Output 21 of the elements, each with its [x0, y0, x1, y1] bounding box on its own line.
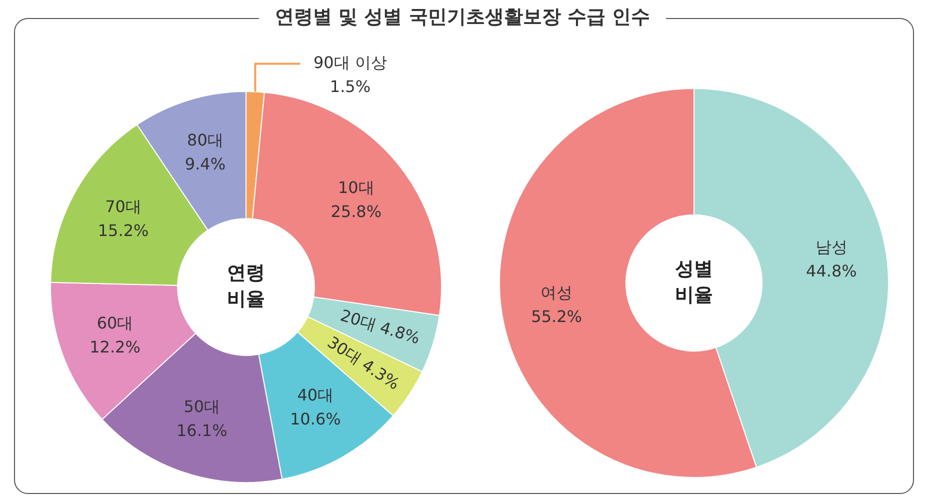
slice-label: 50대 — [184, 396, 220, 416]
slice-label: 남성 — [815, 238, 848, 257]
slice-label: 10대 — [338, 178, 374, 197]
slice-label: 80대 — [187, 130, 224, 150]
data-label: 1.5% — [330, 76, 371, 96]
data-label: 9.4% — [184, 154, 226, 174]
text: 연령 비율 — [227, 262, 265, 310]
chart-title: 연령별 및 성별 국민기초생활보장 수급 인수 — [258, 6, 666, 28]
data-label: 16.1% — [176, 420, 228, 440]
slice-label: 60대 — [96, 313, 134, 332]
slice-label: 여성 — [540, 282, 573, 302]
data-label: 55.2% — [531, 306, 582, 326]
data-label: 12.2% — [90, 337, 140, 356]
slice-label: 70대 — [105, 196, 142, 216]
data-label: 15.2% — [98, 220, 149, 240]
data-label: 10.6% — [290, 410, 341, 429]
data-label: 25.8% — [330, 202, 382, 221]
slice-label: 90대 이상 — [313, 52, 387, 72]
slice-label: 40대 — [297, 386, 334, 405]
data-label: 44.8% — [806, 262, 857, 281]
text: 성별 비율 — [675, 258, 713, 306]
